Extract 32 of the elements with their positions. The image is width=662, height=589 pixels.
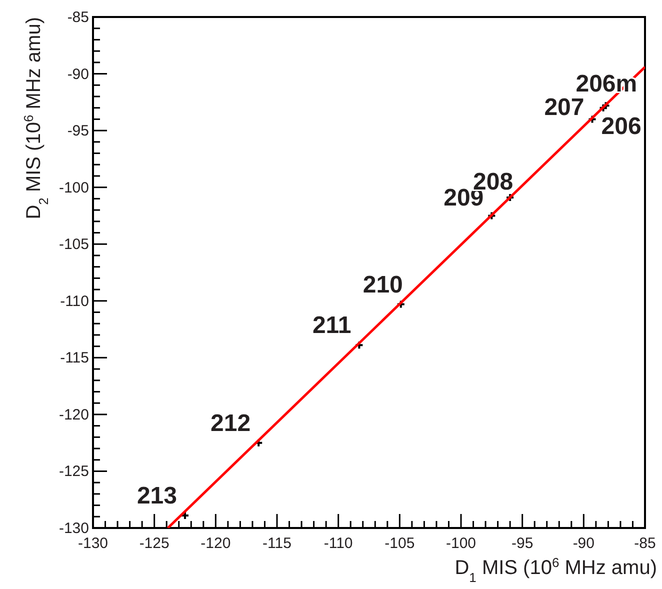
x-tick-label: -95 [511, 535, 534, 552]
y-tick-label: -120 [58, 406, 89, 424]
x-tick-label: -105 [384, 535, 415, 552]
point [601, 101, 610, 110]
y-tick-label: -105 [58, 236, 89, 254]
point [354, 340, 364, 350]
x-tick-label: -115 [262, 535, 292, 552]
y-tick-label: -115 [60, 350, 89, 367]
x-tick-label: -85 [634, 535, 656, 552]
point [588, 114, 597, 124]
annotation: 210 [362, 271, 403, 298]
point [396, 300, 406, 309]
annotation: 213 [136, 482, 177, 510]
y-tick-label: -125 [58, 463, 89, 480]
y-tick-label: -90 [67, 66, 89, 83]
x-tick-label: -110 [324, 535, 353, 552]
y-tick-label: -85 [67, 9, 89, 26]
annotation: 206 [601, 112, 642, 140]
y-tick-label: -100 [58, 179, 89, 196]
annotation: 212 [210, 410, 251, 437]
x-tick-label: -120 [200, 535, 231, 552]
x-axis-title: D$_{1}$ MIS (10$^{6}$ MHz amu) [454, 554, 657, 584]
y-tick-label: -130 [58, 520, 89, 537]
annotation: 207 [544, 94, 584, 122]
annotation: 211 [312, 312, 352, 340]
x-tick-label: -100 [446, 535, 476, 552]
y-tick-label: -110 [60, 292, 89, 310]
point [487, 211, 496, 220]
y-tick-label: -95 [67, 122, 89, 140]
x-tick-label: -125 [139, 535, 170, 552]
x-tick-label: -90 [572, 535, 595, 552]
x-tick-label: -130 [78, 535, 108, 552]
